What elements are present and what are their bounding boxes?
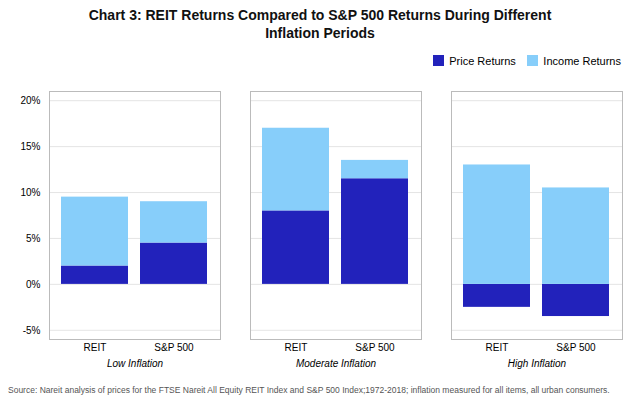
svg-text:20%: 20% <box>20 95 40 106</box>
svg-text:10%: 10% <box>20 187 40 198</box>
svg-text:15%: 15% <box>20 141 40 152</box>
html-text:Price Returns: Price Returns <box>449 54 516 67</box>
svg-text:-5%: -5% <box>23 324 41 335</box>
svg-text:REIT: REIT <box>84 341 107 352</box>
svg-text:REIT: REIT <box>285 341 308 352</box>
svg-text:Moderate Inflation: Moderate Inflation <box>296 357 376 368</box>
svg-text:0%: 0% <box>26 278 41 289</box>
svg-text:5%: 5% <box>26 233 41 244</box>
svg-text:High Inflation: High Inflation <box>508 357 567 368</box>
html-text:Source: Nareit analysis of pri: Source: Nareit analysis of prices for th… <box>8 384 610 395</box>
svg-text:REIT: REIT <box>486 341 509 352</box>
html-text:Chart 3: REIT Returns Compared: Chart 3: REIT Returns Compared to S&P 50… <box>88 7 552 42</box>
svg-text:S&P 500: S&P 500 <box>556 341 596 352</box>
html-text:Income Returns: Income Returns <box>543 54 621 67</box>
svg-text:Low Inflation: Low Inflation <box>107 357 164 368</box>
svg-text:S&P 500: S&P 500 <box>355 341 395 352</box>
svg-text:S&P 500: S&P 500 <box>154 341 194 352</box>
